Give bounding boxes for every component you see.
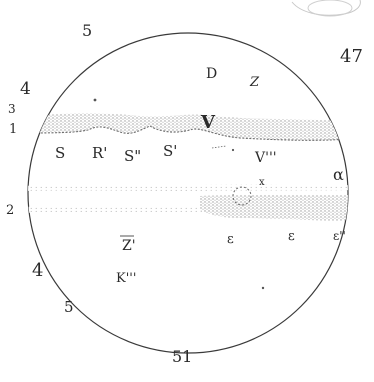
v-shading (211, 145, 227, 149)
feature-v-triple: V''' (254, 150, 277, 166)
edge-mark-top-left: 5 (82, 21, 92, 40)
north-belt-edge (28, 125, 348, 141)
feature-alpha: α (333, 165, 344, 184)
planet-disc (27, 32, 349, 354)
dot-marker (261, 286, 265, 290)
feature-s-double: S" (124, 147, 141, 165)
edge-mark-upper-left: 4 (20, 79, 31, 99)
small-spot-x (232, 186, 252, 206)
feature-e1: ε (227, 232, 234, 247)
edge-mark-bottom-left: 5 (64, 298, 74, 316)
feature-e2: ε (288, 229, 295, 244)
edge-mark-band-1: 1 (9, 122, 17, 137)
edge-mark-left-small-top: 3 (8, 102, 16, 116)
dot-marker (93, 98, 97, 102)
edge-mark-bottom: 51 (172, 347, 192, 366)
dot-marker (231, 148, 235, 152)
feature-r-prime: R' (92, 144, 107, 162)
corner-scribble (291, 0, 361, 16)
feature-k-triple: K''' (116, 271, 136, 286)
feature-v-main: V (200, 112, 216, 133)
feature-z-top: Z (249, 75, 260, 90)
edge-mark-lower-left: 4 (32, 260, 43, 281)
feature-s-prime: S' (163, 142, 177, 160)
z-prime-hatch (120, 235, 134, 241)
feature-d: D (206, 66, 217, 82)
north-belt (28, 113, 348, 141)
figure-number: 47 (340, 46, 363, 67)
feature-z-prime: Z' (122, 238, 136, 254)
corner-seal (307, 0, 353, 17)
feature-s1: S (55, 144, 65, 162)
feature-e-prime: ε'' (333, 229, 346, 243)
edge-mark-band-2: 2 (6, 203, 14, 218)
south-belt-upper (28, 184, 348, 191)
south-belt-dense (200, 195, 348, 221)
feature-x-small: x (259, 177, 265, 188)
